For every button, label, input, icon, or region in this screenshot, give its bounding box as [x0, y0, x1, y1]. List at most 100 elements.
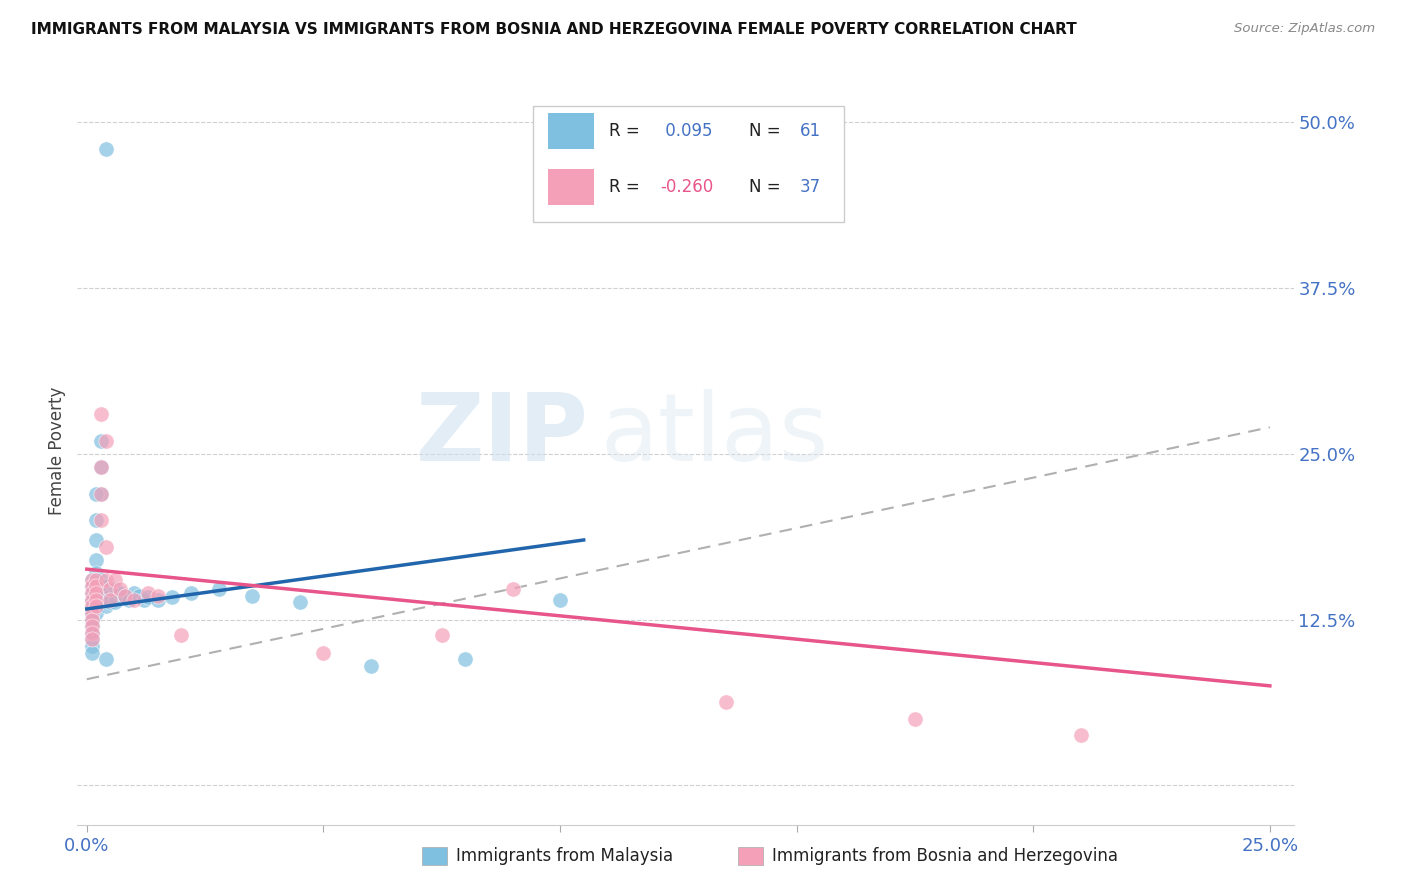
Point — [904, 712, 927, 726]
Point — [84, 606, 107, 620]
Point — [90, 460, 112, 475]
Point — [84, 533, 107, 547]
Point — [94, 599, 117, 614]
Point — [104, 595, 127, 609]
Text: atlas: atlas — [600, 390, 828, 482]
Point — [84, 566, 107, 581]
Point — [84, 599, 107, 614]
Text: -0.260: -0.260 — [659, 178, 713, 195]
FancyBboxPatch shape — [548, 169, 595, 205]
Y-axis label: Female Poverty: Female Poverty — [48, 386, 66, 515]
Point — [100, 592, 122, 607]
Point — [84, 579, 107, 593]
Point — [80, 592, 103, 607]
Text: ZIP: ZIP — [415, 390, 588, 482]
FancyBboxPatch shape — [533, 106, 844, 222]
Point — [94, 652, 117, 666]
Point — [84, 486, 107, 500]
Point — [146, 589, 169, 603]
Text: 61: 61 — [800, 121, 821, 139]
Text: Source: ZipAtlas.com: Source: ZipAtlas.com — [1234, 22, 1375, 36]
Point — [118, 592, 141, 607]
Text: N =: N = — [748, 121, 786, 139]
Point — [242, 589, 264, 603]
Point — [90, 586, 112, 600]
Point — [502, 582, 524, 596]
Point — [1070, 728, 1092, 742]
Text: Immigrants from Malaysia: Immigrants from Malaysia — [456, 847, 672, 865]
Point — [84, 553, 107, 567]
Point — [84, 586, 107, 600]
Point — [80, 595, 103, 609]
Point — [170, 628, 193, 642]
Point — [84, 573, 107, 587]
Point — [132, 592, 155, 607]
Point — [108, 586, 131, 600]
Point — [84, 573, 107, 587]
Text: Immigrants from Bosnia and Herzegovina: Immigrants from Bosnia and Herzegovina — [772, 847, 1118, 865]
Point — [122, 592, 145, 607]
Point — [80, 625, 103, 640]
Point — [80, 599, 103, 614]
Point — [90, 573, 112, 587]
Point — [84, 586, 107, 600]
Point — [90, 407, 112, 421]
Point — [80, 632, 103, 647]
Point — [548, 592, 571, 607]
Text: R =: R = — [609, 178, 645, 195]
Point — [94, 540, 117, 554]
Point — [80, 592, 103, 607]
Point — [104, 573, 127, 587]
Point — [90, 486, 112, 500]
Point — [100, 595, 122, 609]
Point — [114, 589, 136, 603]
Point — [80, 592, 103, 607]
Point — [80, 646, 103, 660]
Point — [80, 619, 103, 633]
Point — [180, 586, 202, 600]
Point — [128, 589, 150, 603]
Point — [114, 589, 136, 603]
Point — [80, 573, 103, 587]
Point — [312, 646, 335, 660]
Point — [160, 590, 183, 604]
FancyBboxPatch shape — [548, 113, 595, 149]
Point — [80, 599, 103, 614]
Point — [104, 582, 127, 596]
Point — [80, 625, 103, 640]
Point — [84, 513, 107, 527]
Point — [80, 606, 103, 620]
Point — [100, 582, 122, 596]
Point — [90, 513, 112, 527]
Point — [80, 606, 103, 620]
Text: 37: 37 — [800, 178, 821, 195]
Point — [80, 573, 103, 587]
Point — [80, 632, 103, 647]
Point — [90, 460, 112, 475]
Point — [90, 486, 112, 500]
Point — [90, 579, 112, 593]
Text: N =: N = — [748, 178, 786, 195]
Point — [94, 592, 117, 607]
Text: IMMIGRANTS FROM MALAYSIA VS IMMIGRANTS FROM BOSNIA AND HERZEGOVINA FEMALE POVERT: IMMIGRANTS FROM MALAYSIA VS IMMIGRANTS F… — [31, 22, 1077, 37]
Point — [94, 586, 117, 600]
Text: 0.095: 0.095 — [659, 121, 713, 139]
Point — [80, 613, 103, 627]
Point — [80, 586, 103, 600]
Point — [360, 659, 382, 673]
Point — [94, 573, 117, 587]
Point — [90, 434, 112, 448]
Point — [430, 628, 453, 642]
Point — [454, 652, 477, 666]
Point — [100, 582, 122, 596]
Point — [80, 579, 103, 593]
Point — [84, 592, 107, 607]
Text: R =: R = — [609, 121, 645, 139]
Point — [146, 592, 169, 607]
Point — [80, 639, 103, 653]
Point — [288, 595, 311, 609]
Point — [100, 589, 122, 603]
Point — [84, 599, 107, 614]
Point — [122, 586, 145, 600]
Point — [94, 579, 117, 593]
